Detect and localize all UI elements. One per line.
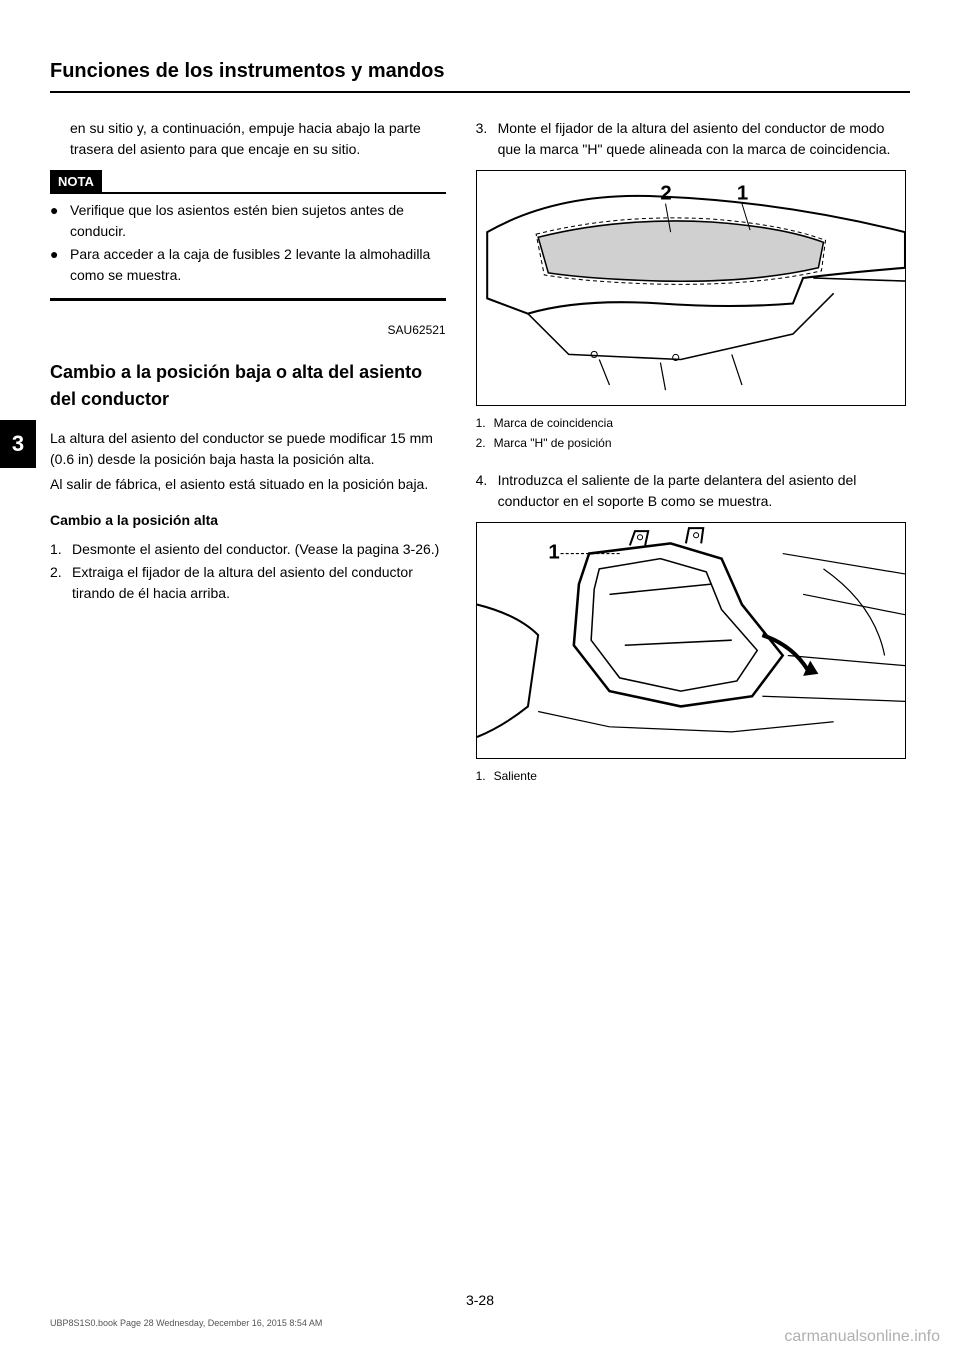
figure-seat-bracket: 1 bbox=[476, 522, 906, 758]
manual-reference: SAU62521 bbox=[50, 321, 446, 339]
caption-number: 2. bbox=[476, 434, 494, 452]
caption-item: 1. Saliente bbox=[476, 767, 906, 785]
figure-label: 1 bbox=[736, 183, 747, 205]
caption-item: 2. Marca "H" de posición bbox=[476, 434, 906, 452]
seat-diagram-svg: 2 1 bbox=[477, 171, 905, 405]
caption-text: Saliente bbox=[494, 767, 537, 785]
step-text: Monte el fijador de la altura del asient… bbox=[498, 118, 906, 160]
intro-text: en su sitio y, a continuación, empuje ha… bbox=[50, 118, 446, 160]
header-title: Funciones de los instrumentos y mandos bbox=[50, 60, 910, 83]
body-text: Al salir de fábrica, el asiento está sit… bbox=[50, 474, 446, 495]
figure-label: 1 bbox=[548, 542, 559, 564]
nota-item: ● Verifique que los asientos estén bien … bbox=[50, 200, 446, 242]
step-number: 4. bbox=[476, 470, 498, 512]
step-text: Introduzca el saliente de la parte delan… bbox=[498, 470, 906, 512]
caption-number: 1. bbox=[476, 767, 494, 785]
page-header: Funciones de los instrumentos y mandos bbox=[50, 60, 910, 93]
figure-label: 2 bbox=[660, 183, 671, 205]
step-number: 2. bbox=[50, 562, 72, 604]
caption-item: 1. Marca de coincidencia bbox=[476, 414, 906, 432]
step-item: 1. Desmonte el asiento del conductor. (V… bbox=[50, 539, 446, 560]
caption-text: Marca "H" de posición bbox=[494, 434, 612, 452]
figure-caption: 1. Marca de coincidencia 2. Marca "H" de… bbox=[476, 414, 906, 452]
nota-box: NOTA ● Verifique que los asientos estén … bbox=[50, 170, 446, 301]
file-reference: UBP8S1S0.book Page 28 Wednesday, Decembe… bbox=[50, 1318, 322, 1328]
nota-text: Para acceder a la caja de fusibles 2 lev… bbox=[70, 244, 446, 286]
chapter-tab: 3 bbox=[0, 420, 36, 468]
figure-seat-marks: 2 1 bbox=[476, 170, 906, 406]
body-text: La altura del asiento del conductor se p… bbox=[50, 428, 446, 470]
bullet-icon: ● bbox=[50, 200, 70, 242]
step-number: 3. bbox=[476, 118, 498, 160]
watermark: carmanualsonline.info bbox=[784, 1328, 940, 1346]
step-item: 2. Extraiga el fijador de la altura del … bbox=[50, 562, 446, 604]
caption-number: 1. bbox=[476, 414, 494, 432]
figure-caption: 1. Saliente bbox=[476, 767, 906, 785]
caption-text: Marca de coincidencia bbox=[494, 414, 613, 432]
bullet-icon: ● bbox=[50, 244, 70, 286]
step-text: Extraiga el fijador de la altura del asi… bbox=[72, 562, 446, 604]
nota-item: ● Para acceder a la caja de fusibles 2 l… bbox=[50, 244, 446, 286]
nota-text: Verifique que los asientos estén bien su… bbox=[70, 200, 446, 242]
step-item: 4. Introduzca el saliente de la parte de… bbox=[476, 470, 906, 512]
left-column: en su sitio y, a continuación, empuje ha… bbox=[50, 118, 446, 803]
nota-label: NOTA bbox=[50, 170, 102, 194]
page-number: 3-28 bbox=[0, 1292, 960, 1308]
step-item: 3. Monte el fijador de la altura del asi… bbox=[476, 118, 906, 160]
bracket-diagram-svg: 1 bbox=[477, 523, 905, 757]
right-column: 3. Monte el fijador de la altura del asi… bbox=[476, 118, 906, 803]
step-number: 1. bbox=[50, 539, 72, 560]
subsection-title: Cambio a la posición alta bbox=[50, 510, 446, 531]
section-title: Cambio a la posición baja o alta del asi… bbox=[50, 359, 446, 413]
step-text: Desmonte el asiento del conductor. (Veas… bbox=[72, 539, 439, 560]
